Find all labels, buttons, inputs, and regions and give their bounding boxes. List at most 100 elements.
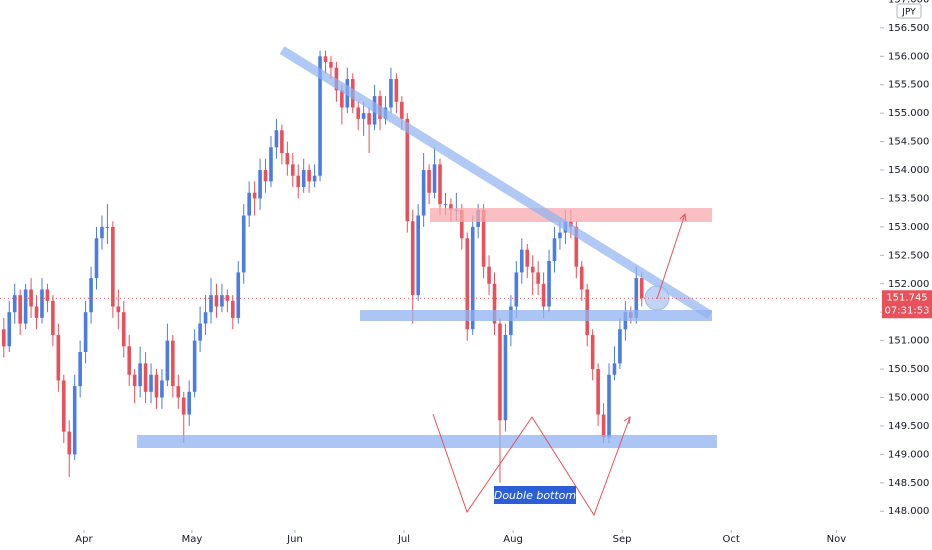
drawings: Double bottom <box>137 46 717 517</box>
candle-body <box>40 289 44 318</box>
candle-body <box>198 323 202 341</box>
candle-body <box>23 289 28 324</box>
candle-body <box>45 289 50 301</box>
candle-body <box>618 329 622 364</box>
candle-body <box>301 170 306 188</box>
x-tick-label: May <box>182 534 203 545</box>
candle-body <box>410 221 415 296</box>
candle-body <box>438 164 442 205</box>
y-tick-label: 154.500 <box>888 137 929 148</box>
candle-body <box>590 334 595 370</box>
y-tick-label: 149.000 <box>888 449 929 460</box>
x-tick-label: Sep <box>613 534 632 545</box>
x-tick-label: Jun <box>286 534 303 545</box>
y-tick-label: 150.000 <box>888 393 929 404</box>
y-tick-label: 153.500 <box>888 193 929 204</box>
x-tick-label: Apr <box>75 534 93 545</box>
candle-body <box>116 306 121 313</box>
candle-body <box>290 164 295 176</box>
y-tick-label: 148.000 <box>888 506 929 517</box>
candle-body <box>530 266 535 273</box>
candle-body <box>2 329 6 347</box>
candle-body <box>296 175 301 188</box>
candle-body <box>29 289 33 307</box>
candle-body <box>525 249 530 267</box>
x-tick-label: Aug <box>503 534 523 545</box>
x-tick-label: Nov <box>827 534 847 545</box>
candle-body <box>285 152 290 165</box>
last-price-box <box>882 290 932 319</box>
candle-body <box>187 391 191 415</box>
candle-body <box>7 312 12 347</box>
candle-body <box>389 79 393 108</box>
y-tick-label: 156.500 <box>888 23 929 34</box>
candle-body <box>449 204 453 210</box>
arrow-head <box>623 415 631 425</box>
y-tick-label: 157.000 <box>888 0 929 5</box>
projection-arrow <box>656 213 686 300</box>
candle-body <box>18 295 22 324</box>
candle-body <box>220 295 224 307</box>
candle-body <box>143 363 148 392</box>
candle-body <box>214 295 219 307</box>
candle-body <box>252 192 257 199</box>
candle-body <box>203 312 208 324</box>
candle-body <box>541 283 546 307</box>
candle-body <box>443 204 448 206</box>
candle-body <box>181 397 186 415</box>
candle-body <box>269 147 273 182</box>
candle-body <box>323 56 328 62</box>
y-tick-label: 156.000 <box>888 51 929 62</box>
candle-body <box>209 295 213 313</box>
candle-body <box>465 238 470 330</box>
candle-body <box>579 266 584 290</box>
annotation-box <box>494 486 576 504</box>
candle-body <box>263 170 268 182</box>
annotation: Double bottom <box>494 489 576 502</box>
y-tick-label: 155.500 <box>888 80 929 91</box>
candle-body <box>514 272 519 307</box>
candle-body <box>421 170 426 216</box>
candle-body <box>394 79 399 102</box>
candle-body <box>78 352 82 387</box>
y-tick-label: 152.000 <box>888 279 929 290</box>
y-tick-label: 148.500 <box>888 478 929 489</box>
price-axis <box>880 0 932 550</box>
candle-body <box>34 306 39 318</box>
candle-body <box>83 312 88 353</box>
candle-body <box>307 170 311 182</box>
candle-body <box>574 226 579 267</box>
candle-body <box>154 374 159 398</box>
candle-body <box>503 334 508 421</box>
candle-body <box>460 209 464 239</box>
y-tick-label: 149.500 <box>888 421 929 432</box>
candle-body <box>492 283 497 324</box>
candle-body <box>329 61 333 68</box>
candle-body <box>427 170 431 193</box>
candle-body <box>72 386 77 455</box>
candle-body <box>258 170 262 199</box>
candle-body <box>280 130 284 153</box>
candle-body <box>132 374 137 387</box>
candle-body <box>165 340 170 381</box>
candle-body <box>225 295 230 301</box>
candle-body <box>416 215 420 296</box>
y-tick-label: 152.500 <box>888 250 929 261</box>
candle-body <box>612 363 617 375</box>
candle-body <box>519 249 524 273</box>
candle-body <box>67 431 72 455</box>
candle-body <box>236 272 241 318</box>
axes: 148.000 148.500 149.000 149.500 150.000 150.5… <box>75 0 929 545</box>
currency-box <box>896 3 922 19</box>
candle-body <box>547 261 551 307</box>
currency: JPY <box>901 8 916 18</box>
support-zone <box>360 310 712 321</box>
candle-body <box>432 164 437 193</box>
candle-body <box>558 232 562 239</box>
candle-body <box>405 118 410 222</box>
candle-body <box>111 226 115 307</box>
candle-body <box>160 380 164 398</box>
double-bottom-pattern <box>432 413 631 517</box>
candle-body <box>601 414 606 438</box>
